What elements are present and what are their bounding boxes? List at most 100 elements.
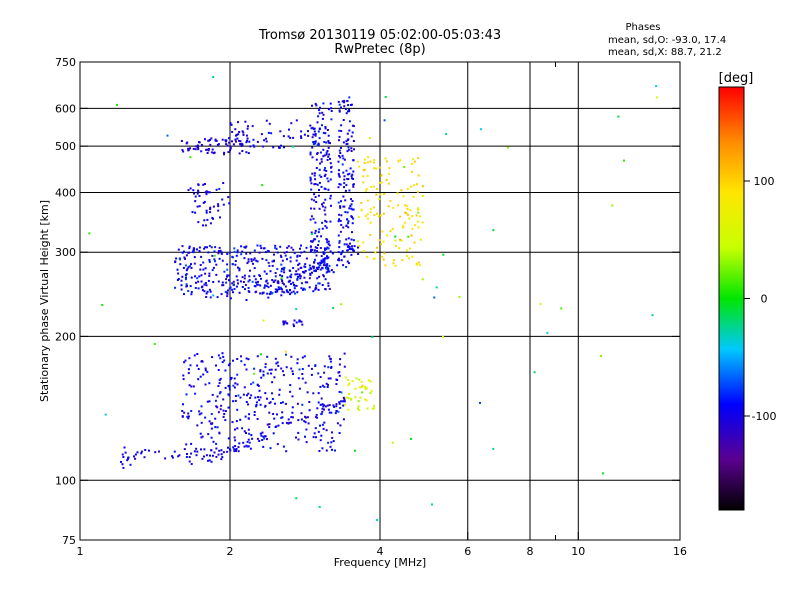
data-point — [368, 379, 370, 382]
data-point — [314, 133, 317, 136]
data-point — [408, 217, 411, 220]
data-point — [194, 287, 197, 289]
data-point — [352, 170, 355, 173]
data-point — [222, 409, 225, 412]
data-point — [292, 323, 295, 326]
y-tick-label: 400 — [55, 186, 76, 199]
data-point — [246, 394, 248, 397]
data-point — [290, 282, 292, 285]
data-point — [206, 246, 208, 249]
data-point — [233, 377, 236, 380]
data-point — [266, 372, 269, 375]
data-point — [321, 447, 324, 450]
data-point — [412, 195, 415, 198]
data-point — [314, 286, 317, 289]
data-point — [124, 451, 127, 454]
data-point — [291, 406, 294, 409]
data-point — [182, 374, 185, 377]
data-point — [262, 435, 265, 438]
data-point — [343, 186, 345, 189]
data-point — [280, 270, 283, 273]
data-point — [304, 421, 307, 424]
data-point — [238, 131, 241, 133]
data-point — [200, 421, 203, 424]
data-point — [307, 134, 310, 137]
x-tick-label: 2 — [227, 545, 234, 558]
data-point — [188, 460, 191, 463]
data-point — [185, 254, 188, 257]
data-point — [298, 387, 301, 390]
data-point — [263, 437, 266, 440]
data-point — [174, 286, 177, 289]
data-point — [266, 423, 269, 426]
data-point — [308, 409, 311, 412]
data-point — [220, 453, 223, 456]
data-point — [211, 393, 214, 396]
data-point — [320, 397, 323, 400]
data-point — [182, 266, 185, 269]
data-point — [369, 380, 372, 383]
data-point — [258, 274, 261, 277]
data-point — [340, 253, 343, 256]
data-point — [235, 254, 238, 257]
data-point — [243, 246, 246, 249]
data-point — [340, 146, 342, 149]
data-point — [369, 233, 372, 236]
data-point — [361, 391, 364, 394]
data-point — [346, 139, 349, 141]
data-point — [253, 257, 256, 260]
data-point — [304, 266, 307, 268]
data-point — [310, 215, 313, 218]
data-point — [297, 438, 300, 441]
data-point — [313, 249, 316, 252]
data-point — [602, 472, 604, 475]
data-point — [350, 198, 352, 201]
data-point — [187, 189, 190, 192]
data-point — [232, 291, 234, 294]
data-point — [281, 282, 284, 285]
data-point — [171, 455, 174, 458]
data-point — [257, 396, 259, 399]
data-point — [187, 266, 190, 269]
data-point — [312, 239, 315, 242]
data-point — [354, 396, 357, 399]
data-point — [197, 287, 200, 290]
data-point — [373, 159, 376, 161]
data-point — [324, 132, 327, 135]
data-point — [371, 407, 374, 410]
data-point — [272, 146, 275, 149]
data-point — [255, 401, 258, 404]
data-point — [392, 206, 395, 209]
data-point — [313, 251, 316, 254]
data-point — [247, 125, 249, 128]
data-point — [357, 246, 359, 249]
data-point — [220, 449, 223, 452]
data-point — [237, 133, 240, 136]
data-point — [284, 254, 287, 257]
data-point — [215, 273, 218, 276]
data-point — [364, 189, 367, 192]
data-point — [345, 266, 348, 268]
data-point — [318, 282, 321, 285]
data-point — [298, 320, 301, 323]
data-point — [458, 295, 461, 298]
data-point — [319, 162, 322, 165]
data-point — [220, 404, 223, 407]
data-point — [232, 143, 235, 146]
data-point — [203, 247, 206, 250]
data-point — [321, 407, 324, 410]
data-point — [316, 268, 319, 271]
data-point — [335, 403, 338, 406]
data-point — [273, 417, 276, 420]
data-point — [188, 456, 191, 459]
data-point — [331, 436, 334, 439]
data-point — [317, 244, 320, 247]
data-point — [194, 392, 197, 395]
data-point — [373, 214, 376, 217]
data-point — [212, 76, 215, 78]
data-point — [351, 200, 354, 203]
data-point — [214, 246, 217, 249]
data-point — [245, 151, 248, 154]
data-point — [320, 255, 323, 258]
data-point — [323, 175, 326, 177]
